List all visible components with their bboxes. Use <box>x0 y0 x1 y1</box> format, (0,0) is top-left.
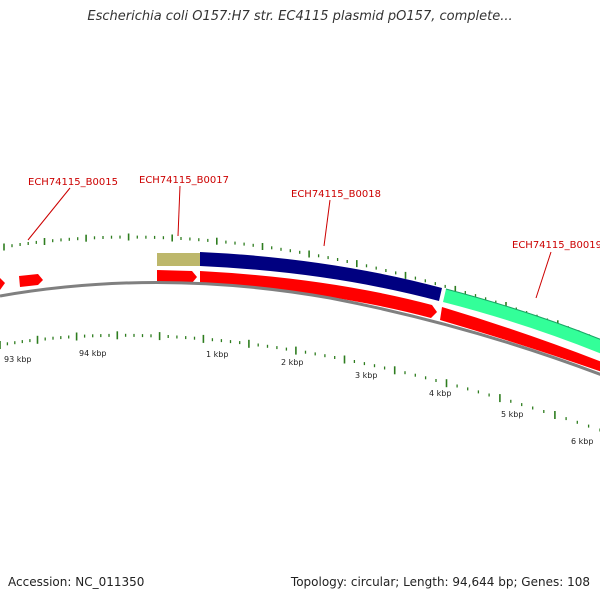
tick-label-93kbp: 93 kbp <box>4 355 32 364</box>
backbone-circle <box>0 280 600 376</box>
feature-navy[interactable] <box>200 252 442 301</box>
cds-arrow-b0017[interactable] <box>157 270 197 283</box>
cds-arrow-b0019[interactable] <box>440 307 600 372</box>
gene-label-b0015[interactable]: ECH74115_B0015 <box>28 177 118 188</box>
cds-arrow-b0018[interactable] <box>200 271 437 318</box>
tick-label-5kbp: 5 kbp <box>501 410 523 419</box>
feature-olive[interactable] <box>157 253 200 266</box>
leader-b0015 <box>27 187 71 241</box>
tick-label-94kbp: 94 kbp <box>79 349 107 358</box>
tick-label-1kbp: 1 kbp <box>206 350 228 359</box>
cds-arrow-small[interactable] <box>19 274 43 287</box>
leader-b0017 <box>177 185 181 237</box>
tick-label-4kbp: 4 kbp <box>429 389 451 398</box>
topology-summary: Topology: circular; Length: 94,644 bp; G… <box>290 575 590 589</box>
gene-label-b0018[interactable]: ECH74115_B0018 <box>291 189 381 200</box>
inner-tick-ring <box>0 331 600 432</box>
gene-label-b0017[interactable]: ECH74115_B0017 <box>139 175 229 186</box>
leader-b0018 <box>323 199 331 247</box>
leader-b0019 <box>535 251 552 299</box>
tick-label-3kbp: 3 kbp <box>355 371 377 380</box>
accession-label: Accession: NC_011350 <box>8 575 145 589</box>
tick-label-2kbp: 2 kbp <box>281 358 303 367</box>
feature-aqua-edge <box>445 288 600 340</box>
feature-aqua[interactable] <box>443 289 600 354</box>
map-title: Escherichia coli O157:H7 str. EC4115 pla… <box>87 9 513 24</box>
cds-arrow-left-edge[interactable] <box>0 278 5 290</box>
gene-label-b0019[interactable]: ECH74115_B0019 <box>512 240 600 251</box>
tick-label-6kbp: 6 kbp <box>571 437 593 446</box>
